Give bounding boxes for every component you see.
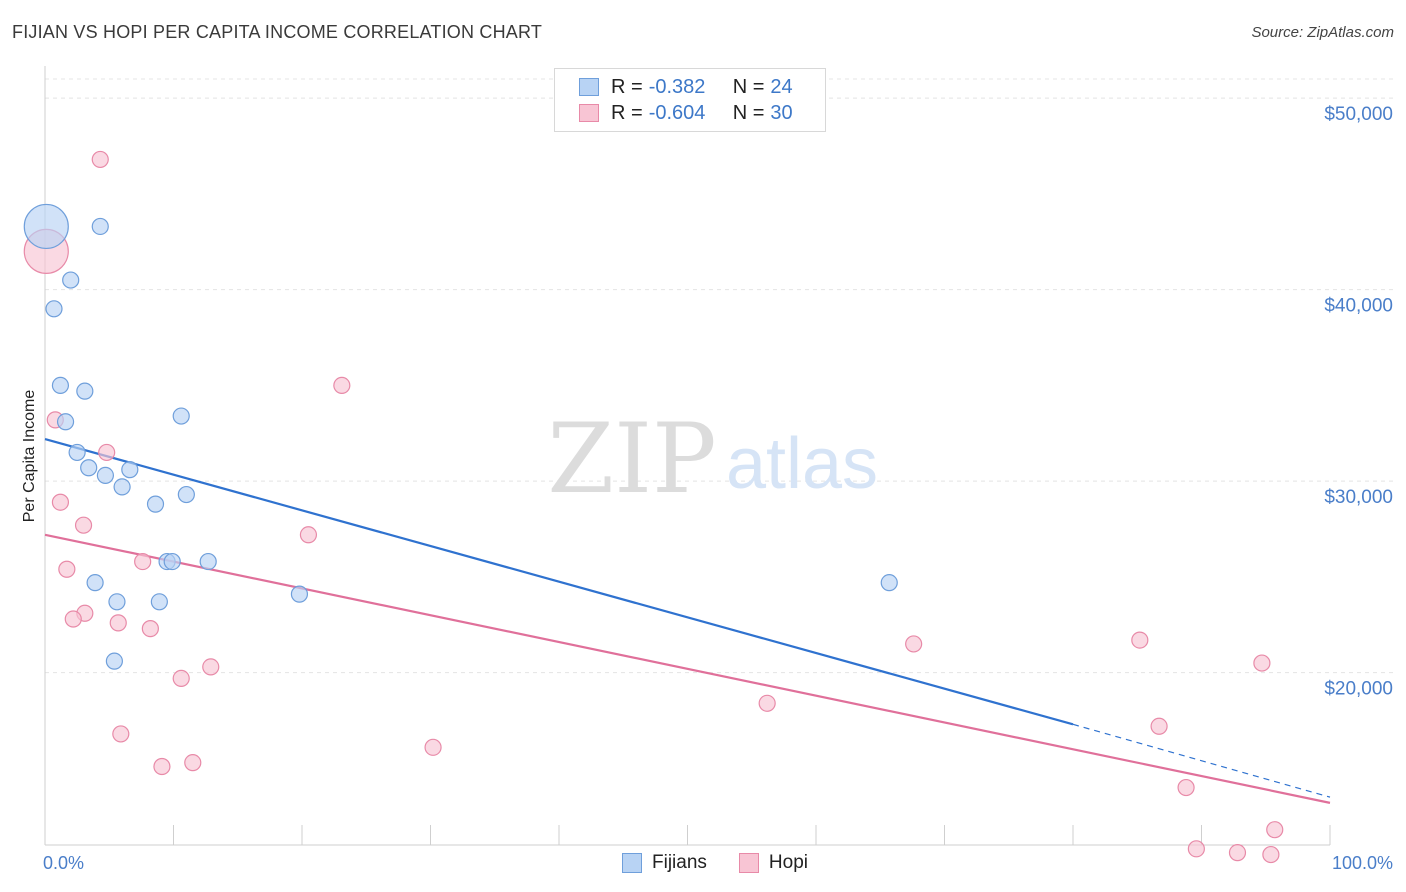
hopi-point (51, 493, 70, 511)
fijians-point (96, 466, 114, 485)
hopi-point (1266, 821, 1284, 839)
fijians-point (91, 217, 109, 236)
fijians-point (163, 552, 181, 571)
fijians-point (177, 485, 195, 504)
fijians-point (62, 271, 80, 289)
fijians-point (146, 495, 165, 513)
x-tick-label-end: 100.0% (1332, 853, 1393, 873)
tick-labels: $20,000 $30,000 $40,000 $50,000 0.0% 100.0% (43, 104, 1393, 873)
hopi-n-label: N = (732, 101, 765, 124)
hopi-point (58, 560, 76, 578)
fijians-swatch (579, 78, 599, 96)
fijians-point (172, 407, 190, 425)
fijians-point (105, 652, 123, 670)
hopi-point (91, 150, 109, 169)
hopi-point (1131, 631, 1149, 649)
hopi-point (74, 516, 93, 534)
fijians-point (113, 478, 131, 496)
fijians-legend-label: Fijians (652, 852, 707, 873)
hopi-point (109, 614, 127, 632)
hopi-point (184, 754, 202, 772)
fijians-r-value: -0.382 (648, 75, 706, 98)
hopi-r-value: -0.604 (648, 101, 706, 124)
hopi-point (153, 757, 171, 776)
fijians-n-value: 24 (770, 75, 793, 98)
fijians-point (880, 574, 898, 592)
watermark-atlas: atlas (726, 424, 878, 504)
fijians-point (150, 593, 168, 611)
fijians-point (199, 552, 217, 571)
series-legend: Fijians Hopi (622, 852, 840, 874)
fijians-legend-swatch (622, 853, 642, 873)
hopi-point (172, 669, 190, 687)
hopi-point (758, 694, 776, 712)
hopi-legend-swatch (738, 853, 759, 873)
y-axis-label: Per Capita Income (21, 390, 38, 523)
legend-item-fijians[interactable]: Fijians (622, 852, 707, 874)
hopi-point (1177, 778, 1195, 797)
fijians-point (56, 413, 75, 431)
hopi-n-value: 30 (770, 101, 793, 124)
hopi-legend-label: Hopi (768, 852, 808, 873)
fijians-trend-extension (1072, 723, 1331, 798)
hopi-point (98, 443, 116, 462)
hopi-point (1187, 840, 1205, 858)
hopi-r-label: R = (611, 101, 643, 124)
hopi-point (1262, 845, 1280, 864)
fijians-point (76, 382, 94, 400)
hopi-point (424, 738, 442, 756)
y-tick-label: $30,000 (1324, 487, 1393, 508)
fijians-point (86, 574, 104, 592)
trend-lines (44, 437, 1331, 804)
gridlines (45, 78, 1395, 674)
hopi-point (299, 526, 318, 544)
watermark-zip: ZIP (547, 403, 716, 515)
fijians-point (68, 443, 86, 462)
hopi-point (134, 552, 152, 571)
fijians-point (45, 300, 63, 318)
legend-item-hopi[interactable]: Hopi (738, 852, 808, 874)
legend-row-fijians: R = -0.382 N = 24 (579, 75, 793, 99)
fijians-point (290, 585, 309, 603)
y-tick-label: $20,000 (1324, 679, 1393, 700)
fijians-point (23, 203, 69, 250)
chart-title: FIJIAN VS HOPI PER CAPITA INCOME CORRELA… (12, 22, 543, 42)
hopi-point (905, 635, 923, 653)
fijians-r-label: R = (611, 75, 643, 98)
hopi-point (333, 376, 351, 394)
fijians-point (121, 461, 139, 479)
fijians-point (51, 376, 70, 394)
legend-row-hopi: R = -0.604 N = 30 (579, 101, 793, 125)
hopi-trend-line (44, 533, 1331, 804)
hopi-point (141, 620, 159, 638)
hopi-point (1150, 717, 1168, 735)
x-tick-label-start: 0.0% (43, 853, 84, 873)
source-label: Source: ZipAtlas.com (1251, 24, 1394, 41)
hopi-point (202, 658, 220, 676)
fijians-point (80, 459, 98, 477)
y-tick-label: $40,000 (1324, 296, 1393, 317)
fijians-trend-line (44, 437, 1074, 726)
fijians-point (108, 593, 126, 611)
hopi-point (112, 725, 130, 743)
hopi-swatch (579, 104, 599, 122)
watermark: ZIP atlas (547, 403, 878, 515)
hopi-point (1253, 654, 1271, 672)
y-tick-label: $50,000 (1324, 104, 1393, 125)
stats-legend: R = -0.382 N = 24 R = -0.604 N = 30 (554, 68, 826, 132)
hopi-point (64, 610, 82, 628)
axes (44, 66, 1331, 846)
fijians-n-label: N = (732, 75, 765, 98)
data-points (23, 150, 1284, 864)
hopi-point (1228, 844, 1247, 862)
